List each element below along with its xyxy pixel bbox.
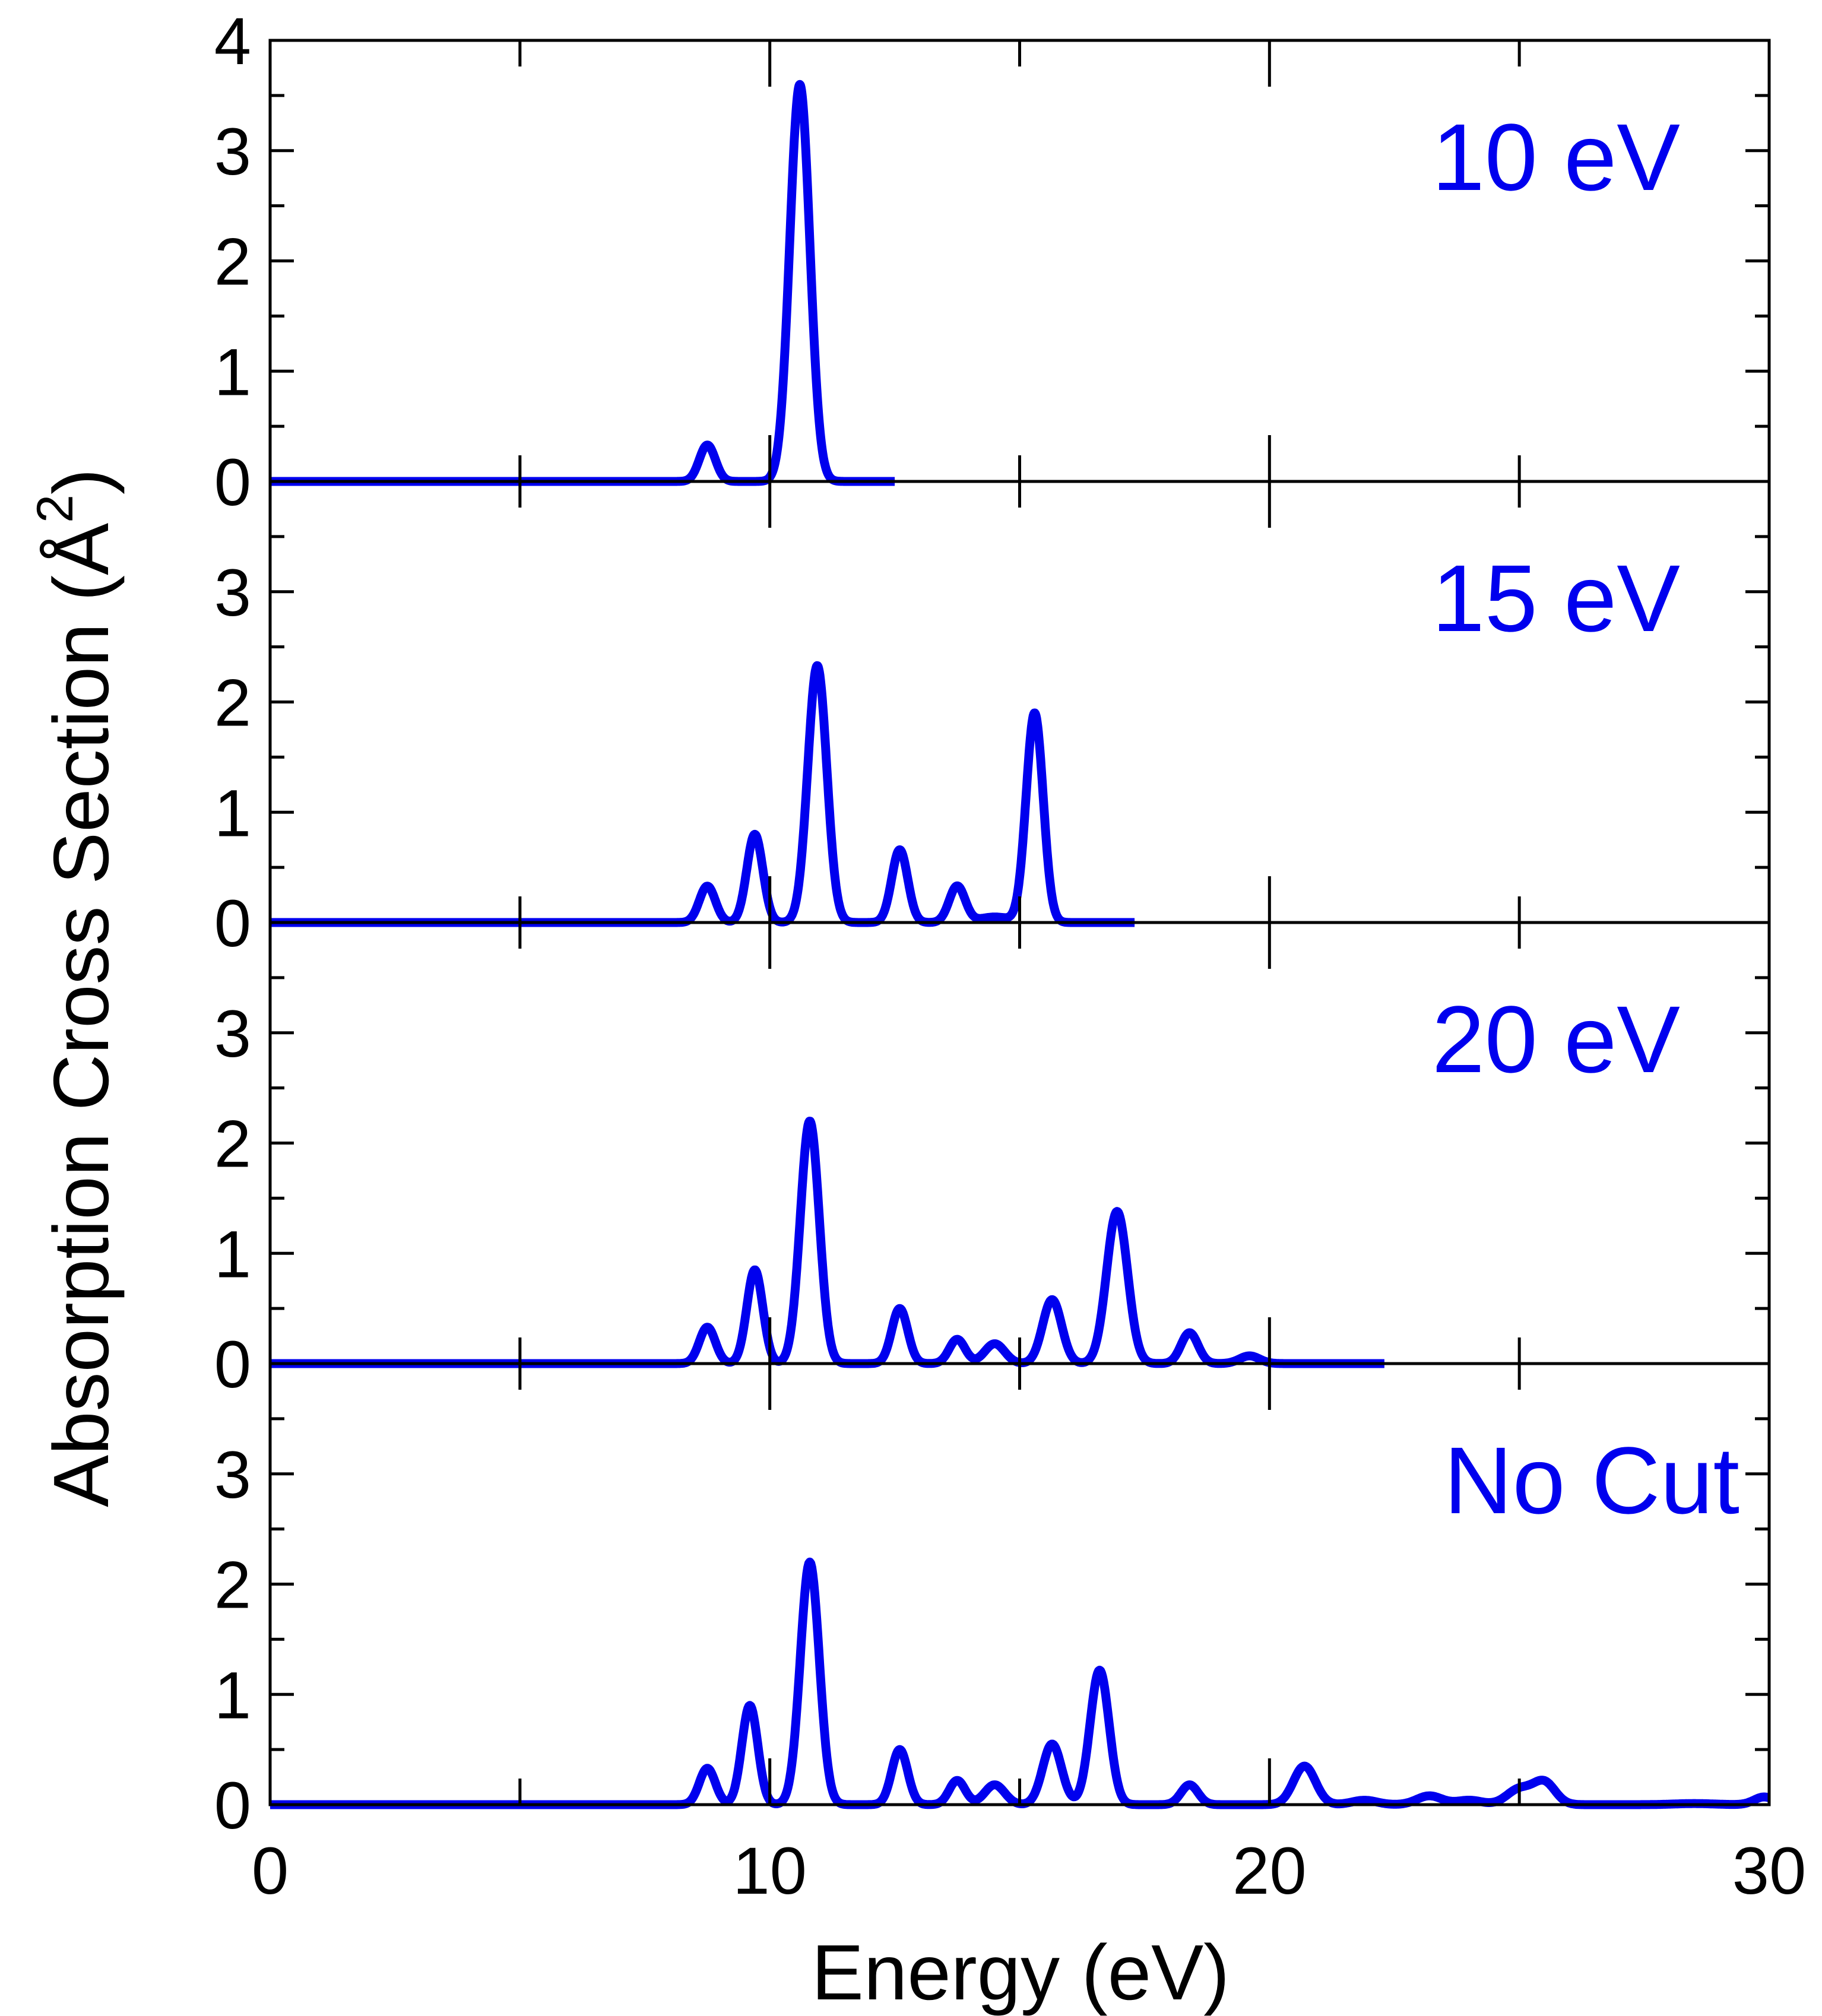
y-tick-label: 1 bbox=[214, 776, 251, 850]
spectrum-line-2 bbox=[266, 661, 1139, 927]
y-tick-label: 4 bbox=[214, 4, 251, 78]
x-tick-label: 10 bbox=[733, 1834, 807, 1908]
y-axis-title-prefix: Absorption Cross Section ( bbox=[37, 575, 125, 1507]
panel-label-3: 20 eV bbox=[1432, 986, 1680, 1092]
spectrum-line-3 bbox=[266, 1117, 1389, 1368]
panel-label-1: 10 eV bbox=[1432, 104, 1680, 210]
y-tick-label: 1 bbox=[214, 1217, 251, 1291]
panel-label-2: 15 eV bbox=[1432, 545, 1680, 651]
y-axis-title-suffix: ) bbox=[37, 468, 125, 495]
x-tick-label: 20 bbox=[1232, 1834, 1307, 1908]
y-tick-label: 2 bbox=[214, 225, 251, 299]
x-axis-title: Energy (eV) bbox=[812, 1929, 1230, 2016]
y-axis-title: Absorption Cross Section (Å2) bbox=[27, 468, 125, 1507]
y-tick-label: 3 bbox=[214, 1438, 251, 1512]
panel-label-4: No Cut bbox=[1444, 1427, 1739, 1533]
x-tick-label: 0 bbox=[252, 1834, 289, 1908]
y-tick-label: 2 bbox=[214, 1548, 251, 1622]
spectrum-line-1 bbox=[266, 80, 899, 486]
y-tick-label: 2 bbox=[214, 666, 251, 740]
y-axis-title-exponent: 2 bbox=[27, 495, 84, 523]
axes-layer: 0 1 2 3 4 10 eV 0 1 2 3 15 eV 0 1 2 3 20 eV 0 1 2 3 No Cut 0 1… bbox=[214, 4, 1807, 1908]
y-tick-label: 0 bbox=[214, 445, 251, 519]
y-tick-label: 3 bbox=[214, 556, 251, 630]
spectrum-line-4 bbox=[267, 1557, 1773, 1809]
y-tick-label: 0 bbox=[214, 1768, 251, 1843]
y-tick-label: 2 bbox=[214, 1107, 251, 1181]
y-tick-label: 1 bbox=[214, 335, 251, 409]
y-tick-label: 1 bbox=[214, 1658, 251, 1732]
y-tick-label: 0 bbox=[214, 886, 251, 961]
y-tick-label: 0 bbox=[214, 1327, 251, 1402]
y-tick-label: 3 bbox=[214, 997, 251, 1071]
y-tick-label: 3 bbox=[214, 115, 251, 189]
y-axis-title-unit: Å bbox=[37, 523, 125, 575]
x-tick-label: 30 bbox=[1732, 1834, 1807, 1908]
